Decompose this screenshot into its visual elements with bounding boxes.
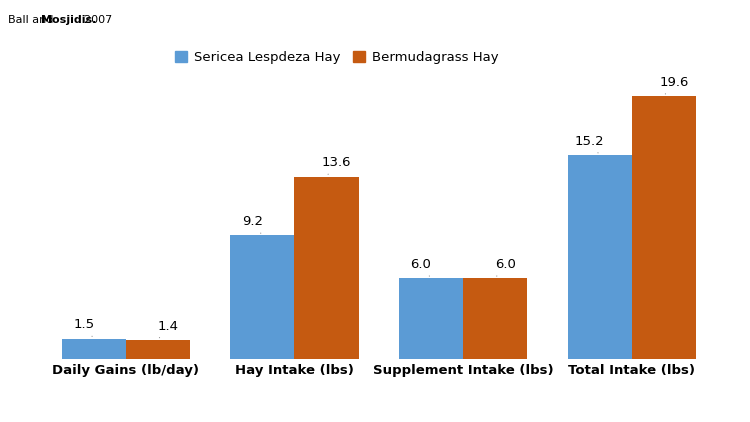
Bar xyxy=(62,338,126,359)
Text: Ball and: Ball and xyxy=(8,15,56,25)
Text: 1.4: 1.4 xyxy=(158,319,178,338)
Bar xyxy=(230,235,295,359)
Text: Mosjidis.: Mosjidis. xyxy=(41,15,97,25)
Text: 2007: 2007 xyxy=(77,15,112,25)
Text: 6.0: 6.0 xyxy=(410,258,431,276)
Legend: Sericea Lespdeza Hay, Bermudagrass Hay: Sericea Lespdeza Hay, Bermudagrass Hay xyxy=(176,51,499,64)
Bar xyxy=(399,279,463,359)
Text: 19.6: 19.6 xyxy=(659,76,688,94)
Bar xyxy=(295,176,358,359)
Bar xyxy=(463,279,527,359)
Bar xyxy=(568,155,632,359)
Text: 9.2: 9.2 xyxy=(242,215,262,233)
Text: 15.2: 15.2 xyxy=(574,135,604,153)
Text: 1.5: 1.5 xyxy=(73,318,94,336)
Bar xyxy=(126,340,190,359)
Text: 6.0: 6.0 xyxy=(495,258,516,276)
Text: 13.6: 13.6 xyxy=(322,156,351,174)
Bar xyxy=(632,96,696,359)
